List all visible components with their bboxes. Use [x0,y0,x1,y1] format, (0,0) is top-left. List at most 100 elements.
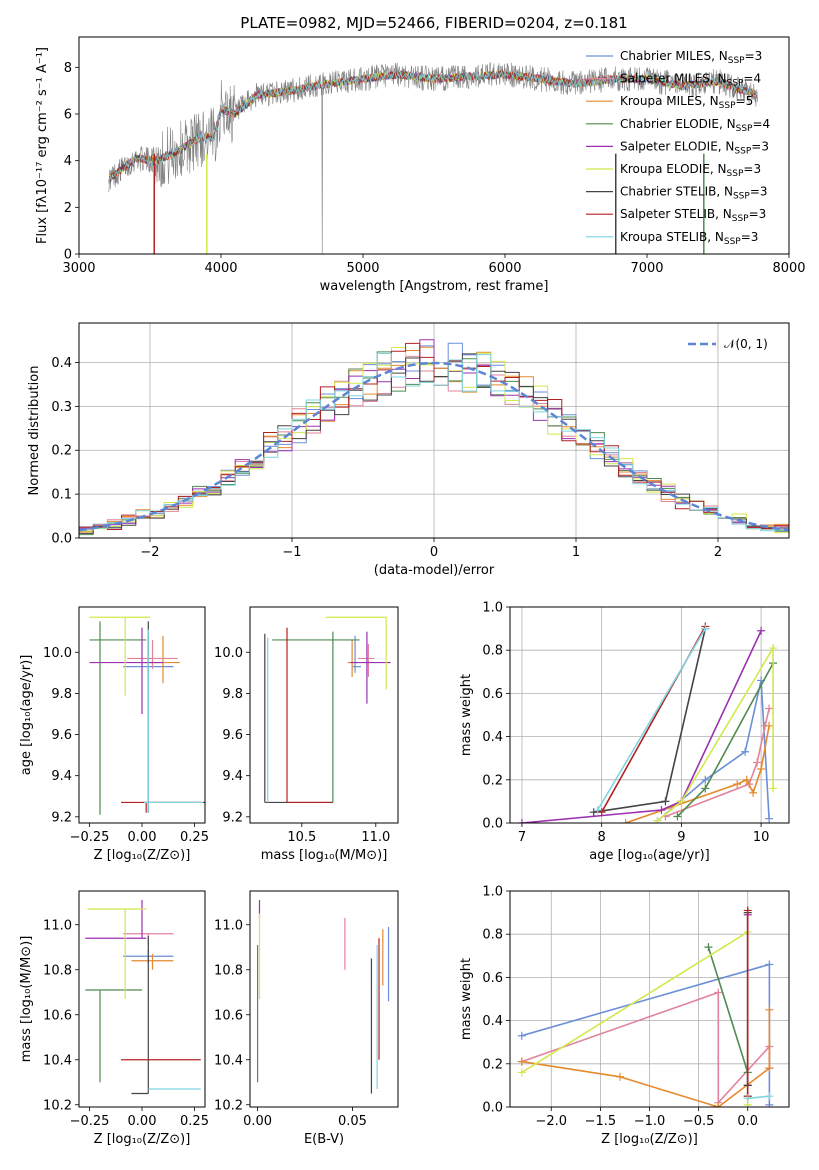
mass-weight-marker [757,765,766,773]
x-tick-label: −1 [282,545,301,560]
histogram-step-line [79,353,789,532]
x-tick-label: 0.25 [180,830,209,845]
mass-weight-marker [714,988,723,997]
y-axis-label: Normed distribution [27,366,42,496]
legend-entry-label: Salpeter ELODIE, NSSP=3 [620,139,769,156]
mass-weight-marker [677,797,686,806]
y-tick-label: 0.6 [482,971,503,986]
plot-area [517,622,778,823]
x-tick-label: 9 [677,830,685,845]
y-tick-label: 10.0 [214,646,243,661]
mass-weight-marker [765,960,774,969]
mass-weight-marker [653,816,662,823]
y-tick-label: 0.8 [482,928,503,943]
x-tick-label: 6000 [488,261,521,276]
plot-area [517,906,774,1107]
mass-weight-line [656,645,774,822]
y-axis-label: mass weight [459,674,474,756]
normal-reference-curve [79,361,789,532]
mass-weight-marker [517,1057,526,1066]
legend-entry-label: Chabrier MILES, NSSP=3 [620,49,762,66]
x-axis-label: wavelength [Angstrom, rest frame] [320,279,549,294]
y-tick-label: 0.0 [482,817,503,832]
legend-entry-label: Kroupa ELODIE, NSSP=3 [620,162,761,179]
x-tick-label: −0.25 [70,1114,110,1129]
axes-frame [509,890,790,1108]
mass-weight-marker [616,1072,625,1081]
mass-weight-marker [714,1103,723,1107]
y-tick-label: 0.6 [482,687,503,702]
x-tick-label: −0.5 [683,1114,715,1129]
x-tick-label: −2.0 [535,1114,567,1129]
mass-weight-line [521,991,771,1105]
x-tick-label: 5000 [346,261,379,276]
y-tick-label: 0.1 [51,488,72,503]
mass-weight-marker [769,644,778,653]
mass-weight-line [521,963,771,1105]
plot-area [85,900,201,1095]
mass-weight-marker [757,626,766,635]
x-tick-label: 0.25 [180,1114,209,1129]
plot-area [79,339,789,536]
y-tick-label: 0.4 [51,356,72,371]
y-tick-label: 10.6 [214,1008,243,1023]
mass-weight-line [597,628,706,811]
mass-weight-marker [765,814,774,823]
mass-weight-marker [517,1031,526,1040]
model-spectrum-line [108,69,758,184]
axes-frame [509,606,790,824]
mass-weight-line [521,630,762,823]
x-tick-label: 8 [598,830,606,845]
x-tick-label: −2 [140,545,159,560]
figure-title: PLATE=0982, MJD=52466, FIBERID=0204, z=0… [240,14,627,32]
y-tick-label: 0.2 [482,1057,503,1072]
legend-entry-label: Salpeter STELIB, NSSP=3 [620,207,766,224]
mass-weight-marker [701,775,710,784]
y-tick-label: 0 [64,248,72,263]
y-tick-label: 11.0 [43,918,72,933]
x-tick-label: 11.0 [361,830,390,845]
mass-weight-marker [765,704,774,713]
x-tick-label: 7000 [630,261,663,276]
mass-weight-marker [765,1005,774,1014]
x-tick-label: 10.5 [287,830,316,845]
mass-weight-marker [593,806,602,815]
mass-weight-marker [743,1094,752,1103]
mass-weight-marker [517,819,526,823]
x-tick-label: 0 [430,545,438,560]
y-tick-label: 9.2 [222,810,243,825]
mass-weight-marker [742,775,751,784]
legend-normal-label: 𝒩(0, 1) [724,337,768,351]
mass-weight-marker [765,721,774,730]
legend-entry-label: Chabrier STELIB, NSSP=3 [620,185,768,202]
x-tick-label: −1.0 [634,1114,666,1129]
y-tick-label: 10.8 [214,963,243,978]
x-tick-label: 2 [714,545,722,560]
mass-weight-marker [517,1068,526,1077]
y-tick-label: 9.4 [222,769,243,784]
y-tick-label: 6 [64,108,72,123]
axes-layer: 3000 4000 5000 6000 7000 8000 0 2 4 6 8 wavelength … [19,36,806,1147]
mass-weight-line [707,946,749,1097]
y-tick-label: 0.0 [51,532,72,547]
y-axis-label: mass weight [459,958,474,1040]
y-tick-label: 0.4 [482,730,503,745]
x-axis-label: E(B-V) [304,1132,344,1147]
mass-weight-marker [657,806,666,815]
y-axis-label: Flux [fλ10⁻¹⁷ erg cm⁻² s⁻¹ A⁻¹] [35,47,50,244]
mass-weight-marker [741,747,750,756]
mass-weight-marker [661,797,670,806]
plot-area [89,616,205,815]
mass-weight-marker [765,1064,774,1073]
y-tick-label: 9.6 [222,728,243,743]
x-axis-label: Z [log₁₀(Z/Z⊙)] [94,1132,191,1147]
x-axis-label: Z [log₁₀(Z/Z⊙)] [601,1132,698,1147]
y-tick-label: 9.4 [51,769,72,784]
x-tick-label: 10 [753,830,770,845]
y-tick-label: 1.0 [482,885,503,900]
y-axis-label: age [log₁₀(age/yr)] [19,655,34,776]
y-tick-label: 11.0 [214,918,243,933]
plot-area [264,616,391,804]
mass-weight-marker [589,808,598,817]
